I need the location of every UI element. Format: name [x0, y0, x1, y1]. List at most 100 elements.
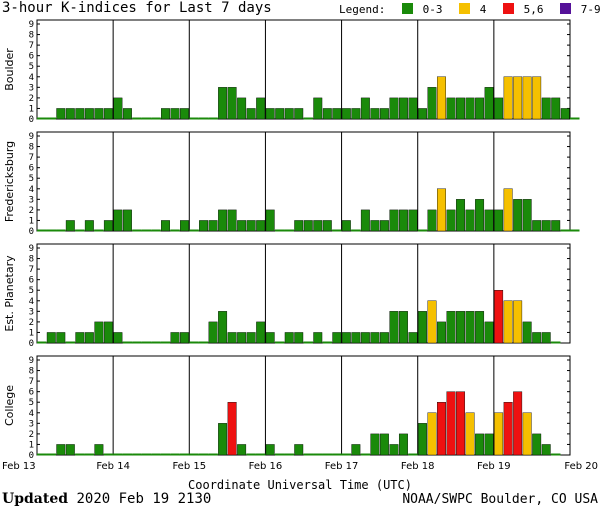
k-bar	[180, 220, 189, 232]
k-bar	[475, 199, 485, 232]
k-bar	[408, 209, 418, 232]
k-bar	[513, 300, 523, 344]
y-tick-label: 8	[29, 143, 34, 153]
k-bar	[437, 402, 446, 456]
k-bar	[389, 311, 399, 344]
y-tick-label: 1	[29, 216, 34, 226]
k-bar	[294, 332, 304, 344]
k-bar	[427, 412, 437, 456]
y-tick-label: 9	[29, 244, 34, 254]
k-bar	[227, 209, 237, 232]
k-bar	[227, 402, 237, 456]
k-bar	[370, 220, 380, 232]
k-bar	[332, 108, 342, 120]
k-bar	[398, 209, 408, 232]
k-bar	[541, 97, 551, 120]
k-bar	[208, 321, 218, 344]
k-bar	[465, 209, 475, 232]
x-tick-label: Feb 14	[96, 461, 130, 472]
k-bar	[522, 199, 532, 232]
k-bar	[494, 290, 504, 344]
x-tick-label: Feb 17	[325, 461, 359, 472]
k-bar	[341, 108, 351, 120]
k-bar	[370, 108, 380, 120]
k-bar	[532, 220, 542, 232]
y-tick-label: 2	[29, 94, 34, 104]
k-bar	[351, 108, 361, 120]
k-bar	[522, 321, 532, 344]
k-bar	[503, 402, 513, 456]
k-bar	[379, 332, 389, 344]
legend-item-4: 4	[479, 3, 487, 16]
y-tick-label: 6	[29, 276, 34, 286]
panel-frame	[36, 131, 571, 232]
k-bar	[484, 433, 494, 456]
y-tick-label: 2	[29, 318, 34, 328]
k-bar	[246, 108, 256, 120]
k-bar	[503, 300, 513, 344]
k-bar	[398, 97, 408, 120]
k-bar	[437, 321, 446, 344]
k-bar	[170, 332, 180, 344]
y-tick-label: 6	[29, 164, 34, 174]
panel-label: Boulder	[3, 48, 16, 91]
k-bar	[161, 220, 170, 232]
y-tick-label: 5	[29, 398, 34, 408]
k-bar	[161, 108, 170, 120]
x-axis-title: Coordinate Universal Time (UTC)	[188, 478, 412, 492]
k-bar	[265, 332, 275, 344]
k-bar	[351, 444, 361, 456]
y-tick-label: 0	[29, 115, 34, 125]
k-bar	[379, 433, 389, 456]
k-bar	[446, 311, 456, 344]
y-tick-label: 7	[29, 265, 34, 275]
k-bar	[322, 220, 332, 232]
k-bar	[275, 108, 285, 120]
k-bar	[532, 332, 542, 344]
legend-item-0-3: 0-3	[422, 3, 443, 16]
k-bar	[446, 97, 456, 120]
x-tick-label: Feb 19	[477, 461, 511, 472]
y-tick-label: 3	[29, 307, 34, 317]
k-bar	[313, 220, 323, 232]
k-bar	[427, 209, 437, 232]
k-bar	[522, 76, 532, 120]
k-bar	[379, 220, 389, 232]
k-bar	[170, 108, 180, 120]
y-tick-label: 3	[29, 195, 34, 205]
legend-swatch-5-6	[502, 3, 514, 14]
chart-title: 3-hour K-indices for Last 7 days	[2, 0, 272, 16]
k-bar	[398, 433, 408, 456]
k-bar	[389, 444, 399, 456]
k-bar	[503, 188, 513, 232]
legend-swatch-7-9	[560, 3, 572, 14]
k-bar	[341, 332, 351, 344]
k-bar	[75, 332, 85, 344]
legend: Legend: 0-3 4 5,6 7-9	[339, 3, 600, 16]
y-tick-label: 9	[29, 356, 34, 366]
k-bar	[446, 209, 456, 232]
k-bar	[56, 108, 66, 120]
y-tick-label: 1	[29, 328, 34, 338]
k-bar	[113, 97, 123, 120]
y-tick-label: 9	[29, 132, 34, 142]
k-bar	[494, 412, 504, 456]
k-bar	[484, 87, 494, 120]
k-bar	[218, 209, 228, 232]
k-bar	[218, 87, 228, 120]
k-bar	[456, 311, 466, 344]
k-bar	[408, 332, 418, 344]
source-credit: NOAA/SWPC Boulder, CO USA	[402, 492, 598, 507]
k-bar	[103, 220, 113, 232]
k-bar	[199, 220, 209, 232]
k-bar	[265, 209, 275, 232]
k-bar	[208, 220, 218, 232]
k-bar	[360, 97, 370, 120]
y-tick-label: 7	[29, 377, 34, 387]
k-bar	[437, 188, 446, 232]
k-bar	[513, 391, 523, 456]
x-tick-label: Feb 20	[564, 461, 598, 472]
y-tick-label: 4	[29, 297, 34, 307]
y-tick-label: 4	[29, 73, 34, 83]
k-bar	[84, 332, 94, 344]
